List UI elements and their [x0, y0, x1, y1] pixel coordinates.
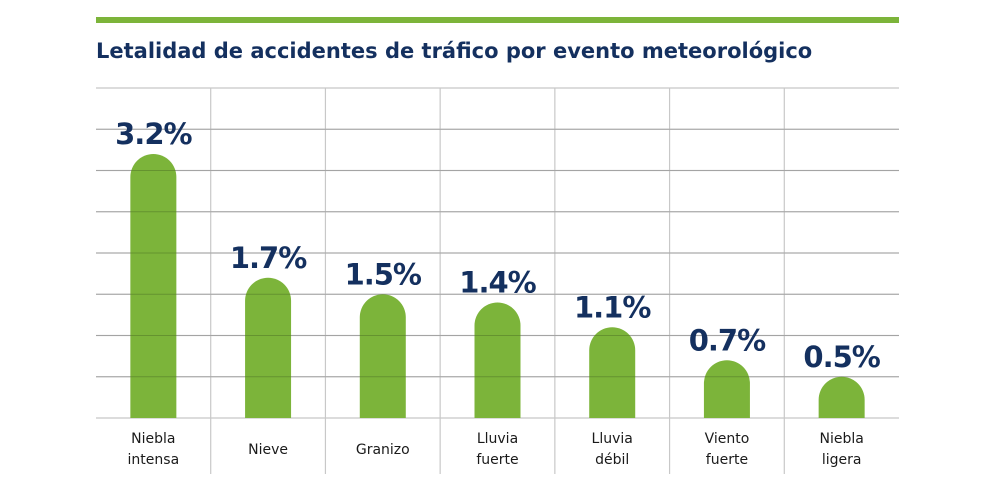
- grid-overlay: [96, 128, 899, 378]
- bar: [818, 376, 865, 418]
- data-label: 1.7%: [230, 241, 307, 275]
- bar: [130, 154, 177, 418]
- data-label: 0.7%: [689, 323, 766, 357]
- bar: [703, 360, 750, 418]
- data-label: 1.1%: [574, 290, 651, 324]
- bar: [359, 294, 406, 418]
- category-label: Lluvia: [592, 431, 633, 447]
- data-label: 1.5%: [345, 257, 422, 291]
- category-label: fuerte: [476, 452, 518, 468]
- category-label: débil: [595, 452, 629, 468]
- data-label: 0.5%: [803, 340, 880, 374]
- category-label: Lluvia: [477, 431, 518, 447]
- top-accent-rule: [96, 17, 899, 23]
- category-label: Granizo: [356, 442, 410, 458]
- category-label: fuerte: [706, 452, 748, 468]
- bar: [474, 302, 521, 418]
- category-label: Niebla: [131, 431, 175, 447]
- category-label: intensa: [128, 452, 180, 468]
- bar: [589, 327, 636, 418]
- grid: [96, 87, 899, 474]
- bar: [245, 277, 292, 418]
- data-label: 3.2%: [115, 117, 192, 151]
- category-label: Viento: [705, 431, 750, 447]
- data-label: 1.4%: [459, 266, 536, 300]
- category-label: Niebla: [819, 431, 863, 447]
- category-label: Nieve: [248, 442, 288, 458]
- category-label: ligera: [822, 452, 862, 468]
- chart-title: Letalidad de accidentes de tráfico por e…: [96, 39, 812, 63]
- bars: [130, 154, 865, 418]
- labels: 3.2% Niebla intensa 1.7% Nieve 1.5% Granizo 1.4…: [115, 117, 882, 468]
